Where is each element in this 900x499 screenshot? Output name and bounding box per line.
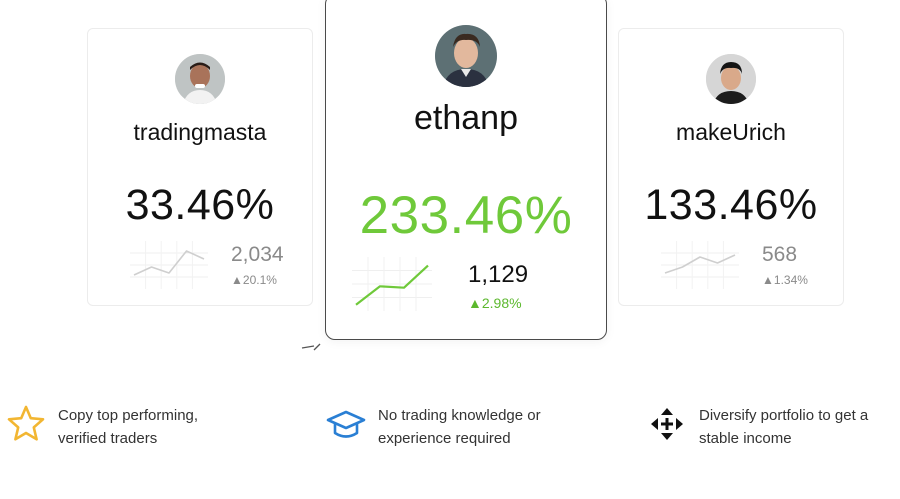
- move-arrows-icon: [651, 408, 683, 440]
- feature-line: verified traders: [58, 430, 158, 447]
- feature-line: experience required: [378, 430, 511, 447]
- trader-card-ethanp[interactable]: ethanp 233.46% 1,129 ▲2.98%: [325, 0, 607, 340]
- feature-text: Copy top performing, verified traders: [58, 404, 198, 450]
- change-value: 20.1%: [242, 273, 277, 287]
- sparkline-chart: [352, 257, 432, 311]
- trader-return-percent: 233.46%: [359, 186, 573, 245]
- graduation-cap-icon: [326, 410, 366, 438]
- feature-text: Diversify portfolio to get a stable inco…: [699, 404, 868, 450]
- trader-username: ethanp: [414, 99, 518, 137]
- change-value: 2.98%: [481, 295, 522, 311]
- follower-count: 568: [762, 243, 798, 266]
- trader-stats: 2,034 ▲20.1%: [231, 243, 284, 287]
- follower-count: 2,034: [231, 243, 284, 266]
- feature-line: Diversify portfolio to get a: [699, 407, 869, 424]
- trader-return-percent: 133.46%: [644, 181, 818, 229]
- feature-text: No trading knowledge or experience requi…: [378, 404, 541, 450]
- trader-card-tradingmasta[interactable]: tradingmasta 33.46% 2,034 ▲20.1%: [87, 28, 313, 306]
- avatar-ethanp: [435, 25, 497, 87]
- feature-line: stable income: [699, 430, 792, 447]
- avatar-makeurich: [706, 54, 756, 104]
- trader-username: tradingmasta: [133, 119, 267, 145]
- sparkline-line: [133, 250, 205, 276]
- triangle-up-icon: ▲: [468, 295, 482, 311]
- triangle-up-icon: ▲: [231, 273, 243, 287]
- change-badge: ▲1.34%: [762, 273, 808, 287]
- feature-no-knowledge: No trading knowledge or experience requi…: [326, 404, 541, 450]
- sparkline-chart: [661, 241, 739, 289]
- follower-count: 1,129: [468, 261, 529, 288]
- trader-card-makeurich[interactable]: makeUrich 133.46% 568 ▲1.34%: [618, 28, 844, 306]
- sparkline-chart: [130, 241, 208, 289]
- sparkline-line: [355, 264, 429, 306]
- feature-diversify: Diversify portfolio to get a stable inco…: [647, 404, 868, 450]
- change-badge: ▲2.98%: [468, 295, 528, 311]
- trader-username: makeUrich: [676, 119, 786, 145]
- feature-list: Copy top performing, verified traders No…: [0, 404, 900, 464]
- sparkline-line: [664, 254, 736, 274]
- avatar-tradingmasta: [175, 54, 225, 104]
- trader-stats: 568 ▲1.34%: [762, 243, 808, 287]
- trader-stats: 1,129 ▲2.98%: [468, 261, 528, 311]
- feature-line: Copy top performing,: [58, 407, 199, 424]
- trader-return-percent: 33.46%: [125, 181, 275, 229]
- feature-line: No trading knowledge or: [378, 407, 541, 424]
- pointer-tail-icon: [301, 343, 321, 351]
- change-value: 1.34%: [773, 273, 808, 287]
- change-badge: ▲20.1%: [231, 273, 284, 287]
- triangle-up-icon: ▲: [762, 273, 774, 287]
- star-icon: [7, 405, 45, 441]
- feature-copy-traders: Copy top performing, verified traders: [6, 404, 198, 450]
